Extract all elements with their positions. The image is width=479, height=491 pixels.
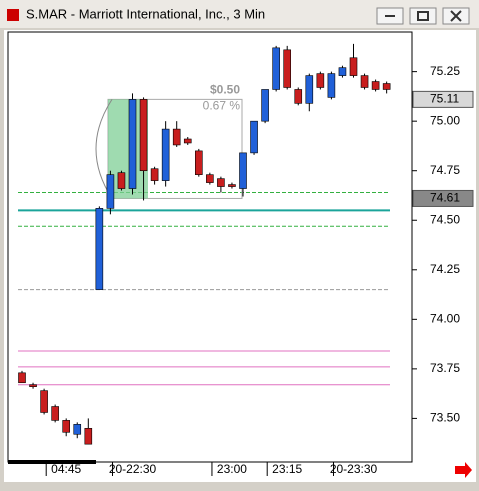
candle-body	[172, 128, 181, 146]
candle-body	[228, 184, 236, 187]
y-tick-label: 73.50	[430, 411, 460, 425]
candle-body	[84, 428, 93, 445]
scroll-arrow[interactable]	[455, 462, 472, 478]
x-tick-label: 04:45	[51, 462, 81, 476]
candle-body	[338, 67, 347, 76]
candle-body	[62, 420, 71, 433]
candle-body	[195, 150, 203, 175]
candle-body	[294, 89, 303, 104]
y-tick-label: 75.00	[430, 113, 460, 127]
candle-body	[261, 89, 269, 122]
candle-body	[283, 49, 292, 88]
candle-body	[29, 384, 37, 388]
price-label: 74.61	[430, 191, 460, 205]
price-label-box	[412, 90, 474, 108]
candle-body	[18, 372, 26, 384]
candle-body	[139, 99, 148, 172]
candle-body	[327, 73, 336, 98]
y-tick-label: 73.75	[430, 361, 460, 375]
candle-body	[161, 128, 170, 181]
candle-body	[40, 390, 48, 413]
candle-body	[106, 174, 115, 209]
candle-body	[371, 81, 380, 90]
y-tick-label: 74.25	[430, 262, 460, 276]
plot-frame	[7, 31, 413, 463]
candle-body	[217, 178, 225, 187]
candle-body	[305, 75, 314, 104]
x-tick-label: 23:15	[272, 462, 302, 476]
y-tick-label: 75.25	[430, 64, 460, 78]
candle-body	[272, 47, 280, 90]
candle-body	[95, 208, 104, 290]
session-bar	[8, 460, 96, 464]
y-tick-label: 74.50	[430, 212, 460, 226]
window-title: S.MAR - Marriott International, Inc., 3 …	[26, 6, 265, 21]
candle-body	[51, 406, 59, 421]
candle-body	[239, 152, 247, 189]
measure-label: $0.50	[210, 83, 240, 97]
candle-body	[117, 172, 126, 189]
candle-body	[316, 73, 325, 88]
candle-body	[360, 75, 369, 88]
candle-body	[349, 57, 358, 76]
x-tick-label: 20-23:30	[330, 462, 378, 476]
y-tick-label: 74.75	[430, 163, 460, 177]
measure-pct: 0.67 %	[203, 99, 241, 113]
measure-arc	[95, 99, 113, 199]
x-tick-label: 23:00	[217, 462, 247, 476]
maximize-button[interactable]	[409, 7, 437, 25]
candle-body	[128, 99, 137, 189]
candle-body	[250, 120, 258, 154]
candle-body	[73, 424, 82, 435]
price-label-box	[412, 189, 474, 207]
app-icon	[7, 9, 19, 21]
candle-body	[150, 168, 159, 181]
candle-body	[206, 174, 214, 183]
candle-body	[382, 83, 391, 90]
y-tick-label: 74.00	[430, 311, 460, 325]
x-tick-label: 20-22:30	[109, 462, 157, 476]
candle-body	[183, 138, 192, 144]
price-label: 75.11	[430, 92, 459, 106]
